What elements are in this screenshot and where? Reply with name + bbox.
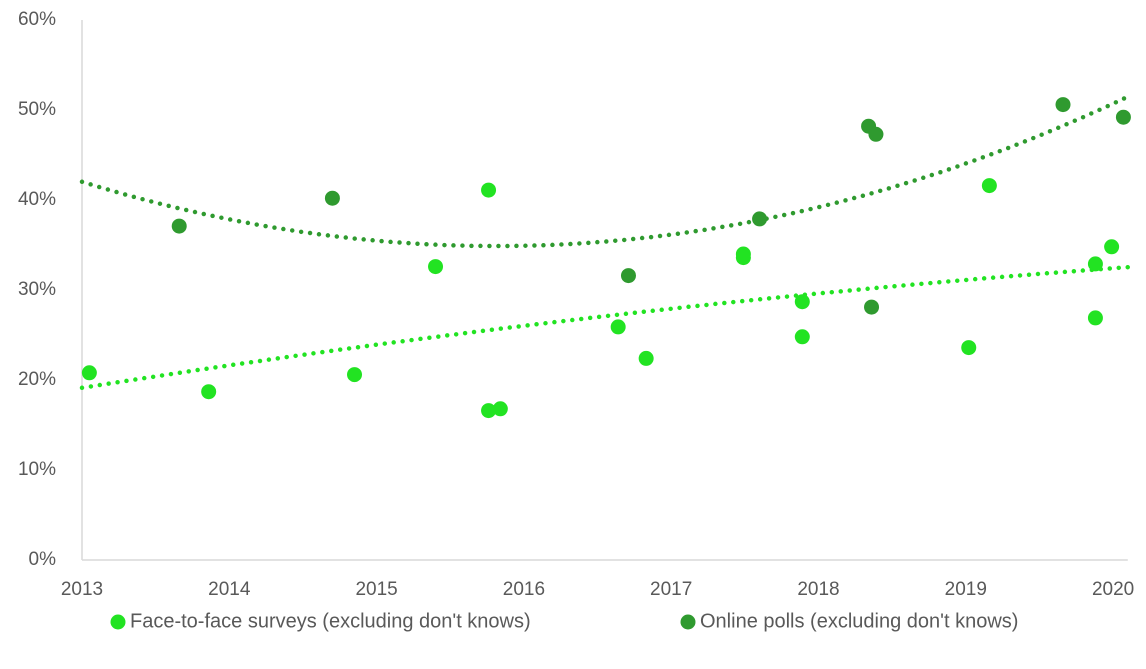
trendline <box>79 94 1131 249</box>
x-tick-label: 2014 <box>208 579 251 600</box>
data-point <box>752 211 768 227</box>
x-tick-label: 2019 <box>945 579 987 600</box>
legend-label: Face-to-face surveys (excluding don't kn… <box>130 610 531 632</box>
trendline <box>79 264 1131 391</box>
x-tick-label: 2020 <box>1092 579 1134 600</box>
data-point <box>201 384 217 400</box>
data-point <box>981 178 997 194</box>
data-point <box>794 329 810 345</box>
data-point <box>1087 256 1103 272</box>
data-point <box>961 340 977 356</box>
data-point <box>492 401 508 417</box>
x-tick-label: 2013 <box>61 579 103 600</box>
data-point <box>324 190 340 206</box>
x-tick-label: 2017 <box>650 579 692 600</box>
legend-label: Online polls (excluding don't knows) <box>700 610 1018 632</box>
data-point <box>610 319 626 335</box>
data-point <box>735 250 751 266</box>
data-point <box>171 218 187 234</box>
x-tick-label: 2018 <box>797 579 839 600</box>
x-tick-label: 2015 <box>355 579 397 600</box>
data-point <box>864 299 880 315</box>
data-point <box>347 367 363 383</box>
data-point <box>1087 310 1103 326</box>
legend: Face-to-face surveys (excluding don't kn… <box>110 610 1018 632</box>
y-tick-label: 10% <box>18 459 56 480</box>
data-point <box>428 259 444 275</box>
data-point <box>1104 239 1120 255</box>
data-point <box>481 182 497 198</box>
y-tick-label: 50% <box>18 99 56 120</box>
data-point <box>794 294 810 310</box>
x-tick-label: 2016 <box>503 579 545 600</box>
data-point <box>481 403 497 419</box>
y-tick-label: 40% <box>18 189 56 210</box>
legend-marker <box>110 614 126 630</box>
y-tick-label: 60% <box>18 9 56 30</box>
y-tick-label: 30% <box>18 279 56 300</box>
data-point <box>868 126 884 142</box>
y-tick-label: 0% <box>29 549 57 570</box>
data-point <box>81 365 97 381</box>
data-point <box>1115 109 1131 125</box>
data-point <box>1055 97 1071 113</box>
y-tick-label: 20% <box>18 369 56 390</box>
data-point <box>638 350 654 366</box>
legend-marker <box>680 614 696 630</box>
data-point <box>620 268 636 284</box>
